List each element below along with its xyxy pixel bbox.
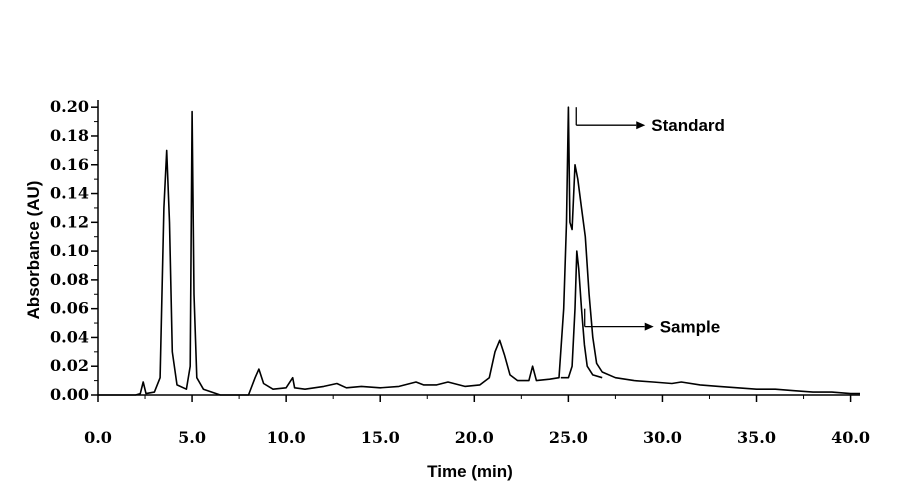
x-axis-title: Time (min) [427, 462, 513, 481]
y-tick-label: 0.18 [50, 126, 89, 145]
x-tick-label: 0.0 [84, 428, 112, 447]
annotations: Standard Sample [575, 107, 725, 337]
y-tick-label: 0.14 [50, 184, 89, 203]
x-tick-label: 5.0 [178, 428, 206, 447]
series-line-standard [98, 106, 860, 396]
y-tick-label: 0.02 [50, 356, 89, 375]
x-tick-label: 10.0 [267, 428, 306, 447]
annotation-label-standard: Standard [651, 116, 725, 135]
y-tick-label: 0.10 [50, 241, 89, 260]
annotation-label-sample: Sample [660, 318, 720, 337]
series-line-sample [560, 250, 603, 379]
y-ticks: 0.00 0.02 0.04 0.06 0.08 0.10 0.12 0.14 0.16 0.18… [50, 97, 98, 404]
y-tick-label: 0.04 [50, 327, 89, 346]
annotation-arrowhead-sample [644, 322, 654, 331]
series-layer [98, 106, 860, 396]
x-tick-label: 25.0 [549, 428, 588, 447]
y-tick-label: 0.16 [50, 155, 89, 174]
x-ticks: 0.0 5.0 10.0 15.0 20.0 25.0 30.0 35.0 40.0 [84, 395, 870, 447]
annotation-arrowhead-standard [636, 121, 646, 130]
y-tick-label: 0.06 [50, 299, 89, 318]
x-tick-label: 30.0 [643, 428, 682, 447]
x-tick-label: 40.0 [831, 428, 870, 447]
x-tick-label: 20.0 [455, 428, 494, 447]
y-tick-label: 0.20 [50, 97, 89, 116]
axes [97, 100, 860, 396]
x-tick-label: 15.0 [361, 428, 400, 447]
y-tick-label: 0.08 [50, 270, 89, 289]
x-tick-label: 35.0 [737, 428, 776, 447]
y-tick-label: 0.00 [50, 385, 89, 404]
y-tick-label: 0.12 [50, 212, 89, 231]
y-axis-title: Absorbance (AU) [24, 181, 43, 320]
